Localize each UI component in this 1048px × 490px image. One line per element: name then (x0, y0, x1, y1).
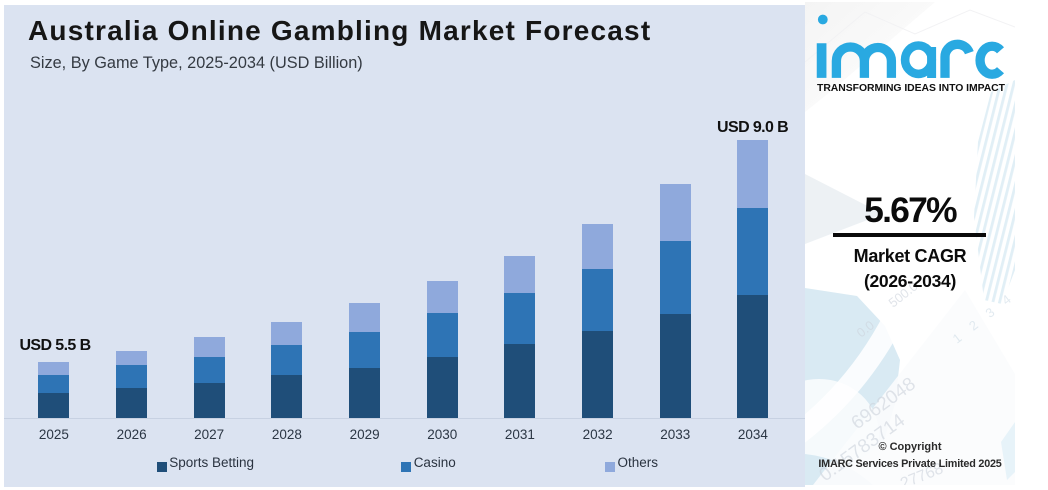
svg-text:TRANSFORMING IDEAS INTO IMPACT: TRANSFORMING IDEAS INTO IMPACT (817, 83, 1006, 94)
